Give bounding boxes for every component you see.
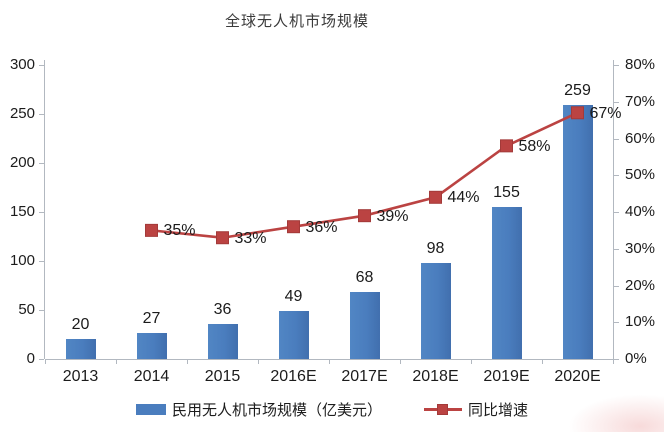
y-axis-left-tick [39,261,44,262]
bar-value-label: 68 [355,269,374,287]
bar-2015 [207,323,238,359]
y-axis-right-tick [614,138,619,140]
growth-value-label: 44% [447,189,480,207]
x-axis-label: 2014 [133,368,170,385]
bar-value-label: 49 [284,287,303,305]
y-axis-right-tick-label: 70% [625,92,656,110]
bar-value-label: 259 [564,82,591,100]
x-axis-label: 2017E [341,368,388,385]
y-axis-left-tick-label: 100 [9,252,35,269]
legend-label-growth: 同比增速 [468,402,529,419]
line-series-swatch [424,404,462,416]
growth-value-label: 39% [376,207,409,225]
x-axis-label: 2018E [412,368,459,385]
y-axis-right-line [613,60,614,359]
y-axis-left-tick-label: 0 [26,350,35,367]
growth-marker-2018E [429,190,442,204]
y-axis-right-tick-label: 40% [625,203,656,220]
y-axis-left-tick-label: 150 [9,203,35,220]
y-axis-right-tick [614,212,619,213]
y-axis-left-tick [39,212,44,213]
bar-value-label: 98 [426,239,445,257]
y-axis-right-tick-label: 50% [625,166,656,184]
bar-2020E [562,105,593,359]
y-axis-right-tick-label: 30% [625,239,656,257]
bar-2019E [491,207,522,359]
growth-value-label: 35% [163,222,196,240]
x-axis-label: 2019E [483,368,530,385]
y-axis-left-tick-label: 50 [18,301,35,318]
growth-value-label: 58% [518,137,551,155]
x-axis-label: 2020E [554,368,601,385]
y-axis-left-line [44,60,45,359]
y-axis-left-tick [39,114,44,115]
growth-marker-2020E [571,106,584,120]
legend-label-market-size: 民用无人机市场规模（亿美元） [171,402,382,419]
y-axis-left-tick [39,65,44,66]
x-axis-label: 2016E [270,368,317,385]
growth-value-label: 67% [589,104,622,122]
y-axis-right-tick-label: 20% [625,276,656,294]
y-axis-right-tick [614,322,619,324]
x-axis-tick [329,360,330,364]
x-axis-label: 2013 [62,368,99,385]
y-axis-right-tick [614,175,619,177]
bar-2017E [349,292,380,359]
bar-value-label: 27 [142,309,161,327]
line-marker-swatch [437,404,448,415]
y-axis-left-tick-label: 250 [9,105,35,122]
x-axis-tick [258,360,259,364]
y-axis-left-tick-label: 300 [9,56,35,73]
x-axis-line [45,359,614,360]
growth-marker-2016E [287,220,300,234]
legend-item-market-size: 民用无人机市场规模（亿美元） [135,399,382,420]
y-axis-right-tick [614,65,619,66]
x-axis-tick [45,360,46,364]
growth-marker-2019E [500,139,513,153]
x-axis-label: 2015 [204,368,241,385]
y-axis-right-tick-label: 80% [625,56,656,73]
growth-marker-2015 [216,231,229,245]
x-axis-tick [400,360,401,364]
bar-2014 [136,332,167,359]
y-axis-right-tick-label: 0% [625,350,647,367]
bar-value-label: 20 [71,316,90,334]
y-axis-right-tick-label: 10% [625,313,656,331]
y-axis-right-tick-label: 60% [625,129,656,147]
x-axis-tick [613,360,614,364]
y-axis-left-tick [39,163,44,164]
y-axis-right-tick [614,285,619,287]
growth-value-label: 36% [305,218,338,236]
legend-item-growth: 同比增速 [424,399,528,420]
y-axis-left-tick [39,359,44,360]
bar-value-label: 36 [213,300,232,318]
bar-value-label: 155 [493,184,520,202]
bar-2018E [420,262,451,359]
bar-series-swatch [135,404,166,415]
y-axis-left-tick-label: 200 [9,154,35,171]
y-axis-left-tick [39,310,44,311]
y-axis-right-tick [614,359,619,360]
growth-marker-2017E [358,209,371,223]
x-axis-tick [471,360,472,364]
y-axis-right-tick [614,101,619,103]
legend: 民用无人机市场规模（亿美元） 同比增速 [0,399,664,420]
x-axis-tick [542,360,543,364]
chart-title: 全球无人机市场规模 [224,13,369,30]
x-axis-tick [116,360,117,364]
x-axis-tick [187,360,188,364]
bar-2016E [278,310,309,359]
bar-2013 [65,339,96,359]
growth-marker-2014 [145,223,158,237]
y-axis-right-tick [614,248,619,250]
growth-value-label: 33% [234,229,267,247]
